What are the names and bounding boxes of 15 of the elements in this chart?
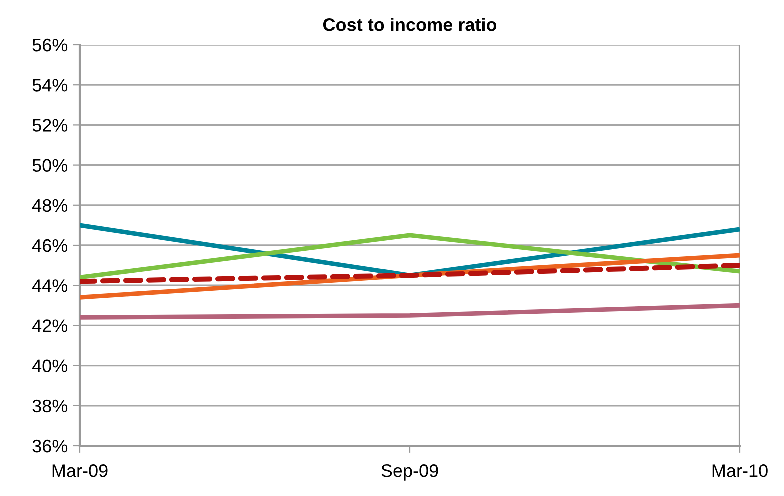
x-tick-label: Mar-10 [712, 464, 768, 478]
y-tick-label: 38% [32, 400, 68, 413]
y-tick-label: 54% [32, 79, 68, 92]
y-tick-label: 42% [32, 320, 68, 332]
y-tick-label: 52% [32, 119, 68, 132]
y-tick-label: 46% [32, 239, 68, 252]
y-tick-label: 48% [32, 199, 68, 212]
y-tick-label: 36% [32, 440, 68, 453]
y-tick-label: 56% [32, 38, 68, 52]
y-tick-label: 40% [32, 360, 68, 373]
chart-title: Cost to income ratio [323, 18, 497, 32]
y-tick-label: 50% [32, 159, 68, 172]
x-tick-label: Sep-09 [382, 464, 438, 481]
y-tick-label: 44% [32, 280, 68, 292]
x-tick-label: Mar-09 [52, 464, 108, 478]
